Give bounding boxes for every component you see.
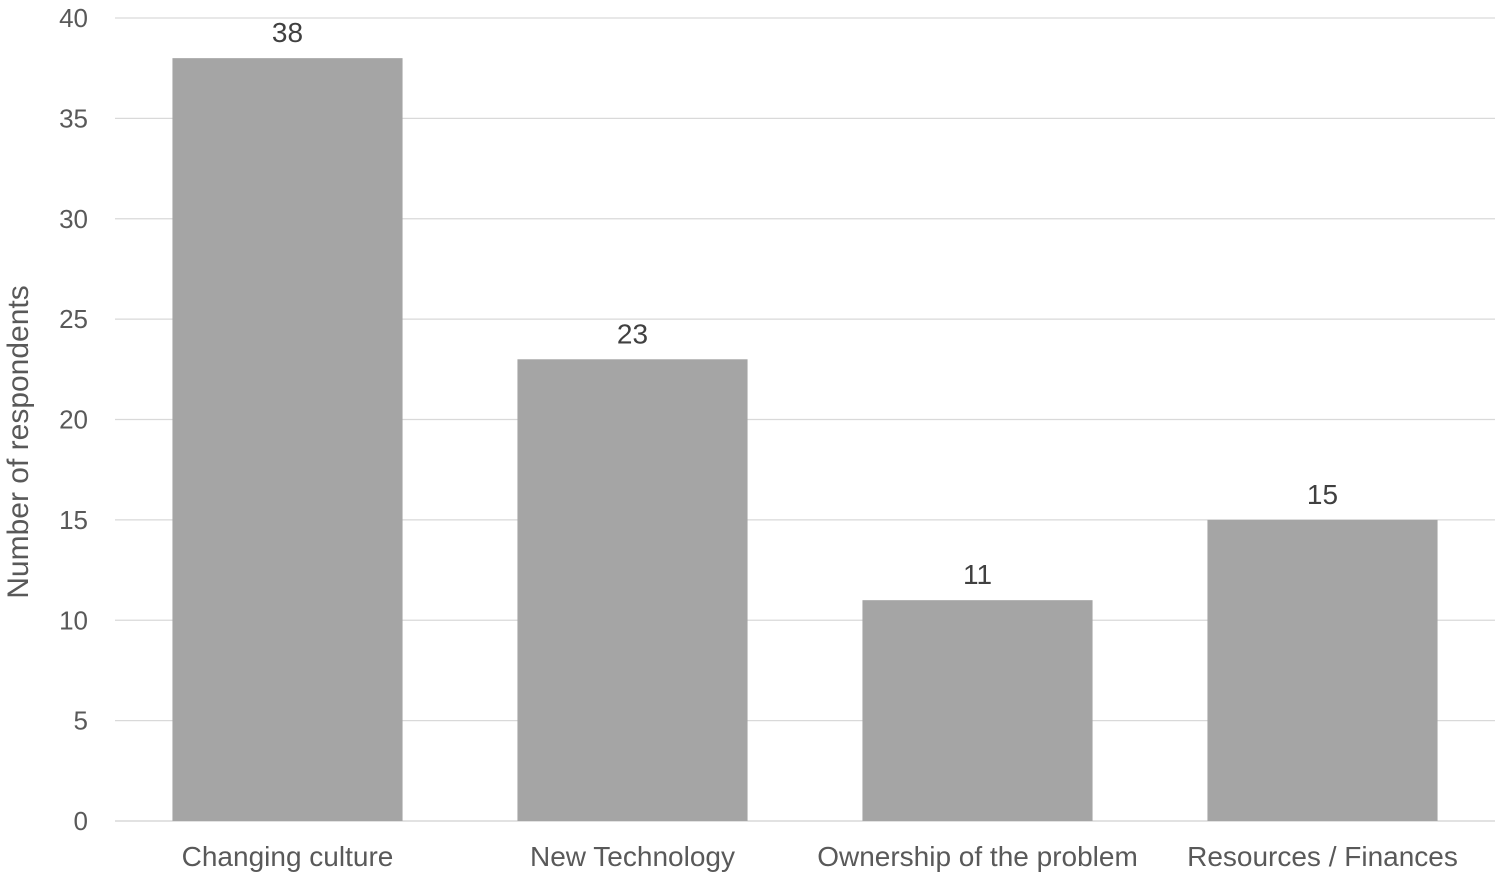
y-tick-label: 5 xyxy=(74,706,88,736)
y-axis-title: Number of respondents xyxy=(2,285,35,599)
y-tick-label: 0 xyxy=(74,806,88,836)
y-tick-label: 35 xyxy=(59,103,88,133)
bar-value-label: 38 xyxy=(272,17,303,48)
y-tick-label: 30 xyxy=(59,204,88,234)
y-tick-label: 10 xyxy=(59,605,88,635)
data-labels: 38 23 11 15 xyxy=(272,17,1338,590)
bar-value-label: 11 xyxy=(963,559,992,590)
y-tick-label: 25 xyxy=(59,304,88,334)
bars xyxy=(172,58,1438,821)
y-tick-label: 40 xyxy=(59,3,88,33)
bar-value-label: 23 xyxy=(617,318,648,349)
x-category-label: Changing culture xyxy=(182,841,394,872)
y-tick-label: 15 xyxy=(59,505,88,535)
x-category-label: Resources / Finances xyxy=(1187,841,1458,872)
y-axis-ticks: 0 5 10 15 20 25 30 35 40 xyxy=(59,3,88,836)
bar-value-label: 15 xyxy=(1307,479,1338,510)
bar xyxy=(1207,519,1438,821)
x-axis-categories: Changing culture New Technology Ownership … xyxy=(182,841,1458,872)
x-category-label: Ownership of the problem xyxy=(817,841,1138,872)
bar xyxy=(172,58,403,821)
bar xyxy=(517,359,748,821)
y-tick-label: 20 xyxy=(59,405,88,435)
bar xyxy=(862,600,1093,821)
x-category-label: New Technology xyxy=(530,841,735,872)
